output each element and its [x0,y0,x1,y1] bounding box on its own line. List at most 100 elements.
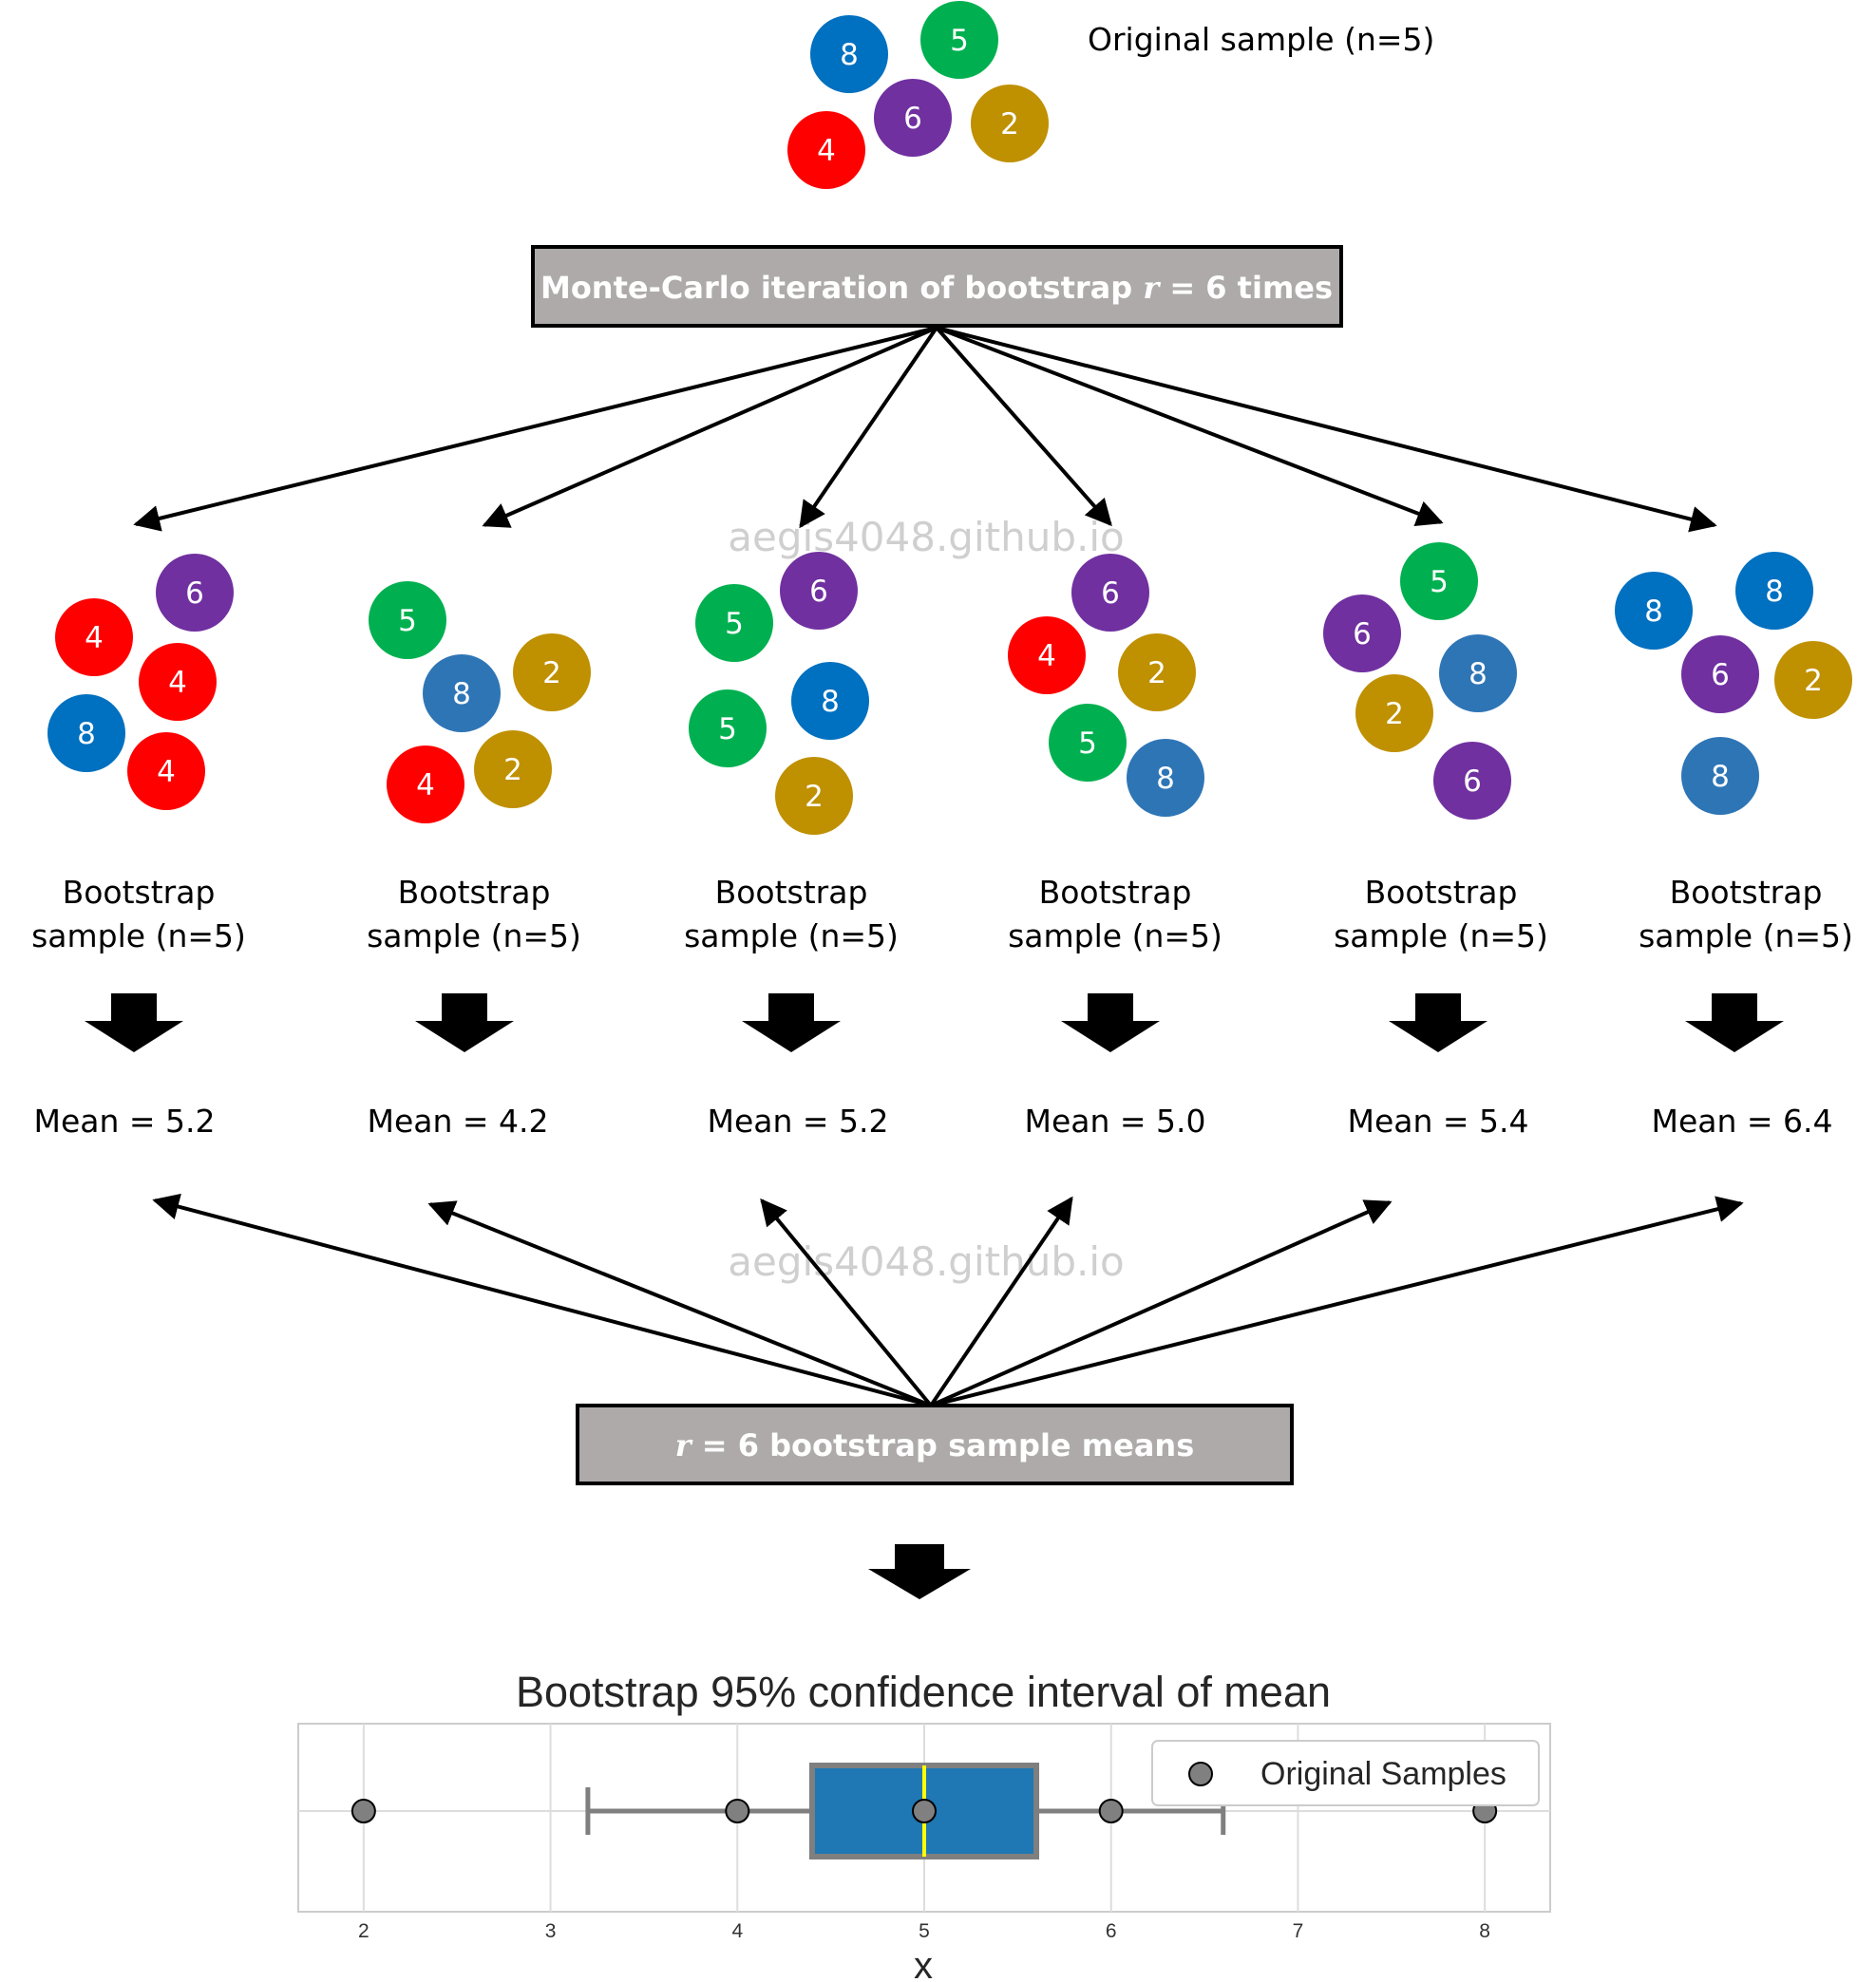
bootstrap-sample-4: 6 4 2 5 8 Bootstrap sample (n=5) Mean = 5.0 [1008,554,1222,1140]
bootstrap-ball: 6 [156,554,234,632]
ball-value: 4 [168,666,187,700]
x-tick-label: 5 [919,1920,930,1942]
ball-value: 8 [1644,595,1663,629]
bootstrap-sample-2: 5 2 8 2 4 Bootstrap sample (n=5) Mean = 4.2 [367,581,591,1140]
mean-label: Mean = 4.2 [367,1103,548,1140]
bootstrap-label-line1: Bootstrap [398,874,551,911]
bootstrap-ball: 8 [1735,552,1813,630]
fan-out-arrow [133,326,938,532]
fan-in-arrow [930,1199,1393,1407]
ball-value: 6 [809,575,828,609]
ball-value: 5 [718,712,737,746]
ball-value: 6 [1711,658,1730,692]
ball-value: 5 [950,24,969,58]
bootstrap-ball: 6 [1323,595,1401,672]
bootstrap-ci-chart: Bootstrap 95% confidence interval of mea… [297,1668,1551,1982]
x-tick-label: 3 [545,1920,557,1942]
bootstrap-ball: 8 [47,694,125,772]
ball-value: 6 [1101,576,1120,611]
fan-out-arrow [799,326,938,529]
original-sample-label: Original sample (n=5) [1088,21,1434,58]
chart-points [351,1799,1498,1823]
ball-value: 4 [817,134,836,168]
bootstrap-label-line2: sample (n=5) [31,917,246,954]
fan-out-arrow [482,326,938,528]
down-arrow [85,993,183,1052]
bootstrap-ball: 5 [1049,704,1127,782]
original-ball: 8 [810,15,888,93]
bootstrap-ball: 8 [1439,634,1517,712]
bootstrap-label-line2: sample (n=5) [1334,917,1548,954]
chart-legend: Original Samples [1151,1740,1540,1806]
bootstrap-ball: 6 [1681,635,1759,713]
bootstrap-ball: 6 [1433,742,1511,820]
fan-in-arrow [760,1198,933,1407]
ball-value: 8 [1765,575,1784,609]
x-tick-label: 8 [1479,1920,1490,1942]
watermark-bottom: aegis4048.github.io [728,1238,1124,1285]
bootstrap-ball: 8 [1681,737,1759,815]
fan-out-arrow [936,326,1717,533]
bootstrap-ball: 6 [780,552,858,630]
ball-value: 6 [903,102,922,136]
ball-value: 2 [542,656,561,690]
ball-value: 4 [1037,639,1056,673]
ball-value: 2 [503,753,522,787]
bootstrap-label-line1: Bootstrap [63,874,216,911]
bootstrap-label-line1: Bootstrap [715,874,868,911]
bootstrap-ball: 2 [474,730,552,808]
bootstrap-ball: 2 [513,633,591,711]
ball-value: 2 [1000,107,1019,142]
ball-value: 5 [398,604,417,638]
fan-out-arrows [133,326,1717,533]
chart-xlabel: x [914,1945,933,1982]
x-tick-label: 4 [731,1920,743,1942]
bootstrap-ball: 4 [55,598,133,676]
down-arrow [1389,993,1488,1052]
data-point [351,1799,376,1823]
ball-value: 4 [85,621,104,655]
bootstrap-label-line1: Bootstrap [1039,874,1192,911]
bootstrap-ball: 2 [1118,633,1196,711]
legend-label: Original Samples [1260,1756,1506,1792]
bootstrap-sample-6: 8 8 6 2 8 Bootstrap sample (n=5) Mean = 6.4 [1615,552,1853,1140]
bootstrap-label-line2: sample (n=5) [1639,917,1853,954]
bootstrap-label-line1: Bootstrap [1670,874,1823,911]
bootstrap-ball: 2 [775,757,853,835]
fan-in-arrow [427,1200,932,1407]
down-arrow [1685,993,1784,1052]
ball-value: 8 [821,685,840,719]
ball-value: 6 [185,576,204,611]
bootstrap-label-line2: sample (n=5) [684,917,899,954]
ball-value: 5 [725,607,744,641]
down-arrow [415,993,514,1052]
bootstrap-sample-1: 6 4 4 8 4 Bootstrap sample (n=5) Mean = 5.2 [31,554,246,1140]
ball-value: 5 [1430,565,1449,599]
original-ball: 2 [971,85,1049,162]
bootstrap-ball: 2 [1774,641,1852,719]
bootstrap-sample-5: 5 6 8 2 6 Bootstrap sample (n=5) Mean = 5.4 [1323,542,1548,1140]
bootstrap-columns: 6 4 4 8 4 Bootstrap sample (n=5) Mean = 5.2 5 2 8 2… [31,542,1853,1140]
mean-label: Mean = 5.2 [33,1103,215,1140]
original-sample-group: 8 5 6 2 4 [787,1,1049,189]
mean-label: Mean = 5.0 [1024,1103,1205,1140]
ball-value: 8 [1711,760,1730,794]
data-point [725,1799,750,1823]
ball-value: 2 [1385,697,1404,731]
mean-label: Mean = 5.2 [707,1103,888,1140]
ball-value: 6 [1463,764,1482,799]
bootstrap-ball: 5 [695,584,773,662]
fan-in-arrows [152,1193,1744,1407]
bootstrap-ball: 8 [423,654,501,732]
ball-value: 8 [1469,657,1488,691]
down-arrow [742,993,841,1052]
watermark-top: aegis4048.github.io [728,514,1124,560]
fan-in-arrow [929,1196,1073,1407]
monte-carlo-box: Monte-Carlo iteration of bootstrap r = 6… [531,245,1343,328]
ball-value: 8 [1156,762,1175,796]
original-ball: 5 [920,1,998,79]
bootstrap-label-line1: Bootstrap [1365,874,1518,911]
bootstrap-ball: 4 [1008,616,1086,694]
bootstrap-ball: 8 [1127,739,1204,817]
